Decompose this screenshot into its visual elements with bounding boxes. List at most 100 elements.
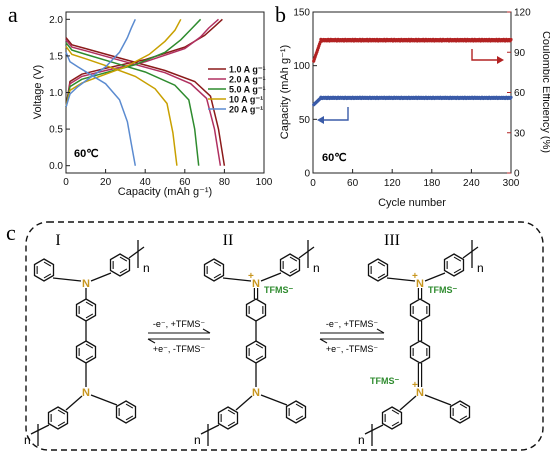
left-y-tick-label: 50 [299, 115, 311, 126]
x-tick-label: 20 [100, 177, 112, 188]
x-tick-label: 80 [219, 177, 231, 188]
benzene-ring [109, 253, 131, 277]
benzene-ring [279, 253, 301, 277]
double-bond [289, 256, 298, 262]
double-bond [119, 256, 128, 262]
panel-b-left-y-axis-label: Capacity (mAh g⁻¹) [279, 45, 291, 139]
nitrogen-atom: N [252, 387, 260, 399]
nitrogen-atom: N [82, 387, 90, 399]
benzene-ring [449, 400, 471, 424]
double-bond [295, 403, 304, 409]
nitrogen-atom: N [416, 278, 424, 290]
nitrogen-atom: N [252, 278, 260, 290]
double-bond [85, 301, 94, 307]
single-bond [90, 272, 112, 282]
reverse-step-label: +e⁻, -TFMS⁻ [326, 344, 379, 354]
panel-c-label: c [6, 220, 16, 245]
chain-bond [364, 424, 384, 435]
x-tick-label: 180 [423, 178, 440, 189]
series-3-discharge-curve [65, 45, 178, 166]
double-bond [255, 343, 264, 349]
right-y-tick-label: 0 [514, 169, 520, 180]
benzene-ring [33, 258, 55, 282]
double-bond [289, 268, 298, 274]
right-y-tick-label: 90 [514, 48, 526, 59]
equilibrium-arrow-1: -e⁻, +TFMS⁻ +e⁻, -TFMS⁻ [147, 319, 211, 354]
double-bond [453, 256, 462, 262]
double-bond [213, 261, 222, 267]
double-bond [459, 415, 468, 421]
repeat-n: n [143, 261, 150, 275]
series-1-discharge-curve [65, 39, 222, 166]
forward-arrowhead [376, 328, 385, 334]
legend-entry: 5.0 A g⁻¹ [229, 85, 266, 95]
series-0-discharge-curve [65, 37, 226, 166]
series-3-charge-curve [65, 18, 182, 108]
panel-b-points [312, 37, 513, 107]
single-bond [386, 277, 416, 282]
x-tick-label: 240 [463, 178, 480, 189]
double-bond [377, 261, 386, 267]
double-bond [453, 268, 462, 274]
ce-axis-arrow [471, 49, 504, 64]
single-bond [65, 395, 83, 411]
double-bond [213, 273, 222, 279]
reverse-arrowhead [147, 338, 156, 344]
structure-numeral: I [55, 232, 60, 249]
left-y-tick-label: 150 [293, 8, 310, 19]
panel-a-temperature-label: 60℃ [74, 148, 99, 160]
single-bond [52, 277, 82, 282]
benzene-ring [381, 406, 403, 430]
panel-a-x-axis-label: Capacity (mAh g⁻¹) [118, 186, 212, 198]
series-0-charge-curve [65, 18, 223, 108]
reverse-step-label: +e⁻, -TFMS⁻ [153, 344, 206, 354]
legend-entry: 2.0 A g⁻¹ [229, 75, 266, 85]
reverse-arrowhead [319, 338, 328, 344]
panel-a-legend: 1.0 A g⁻¹2.0 A g⁻¹5.0 A g⁻¹10 A g⁻¹20 A … [208, 65, 266, 115]
double-bond [227, 421, 236, 427]
panel-a-y-axis-label: Voltage (V) [32, 65, 44, 119]
benzene-ring [443, 253, 465, 277]
positive-charge: + [412, 271, 418, 282]
series-1-charge-curve [65, 18, 219, 108]
panel-a-label: a [8, 2, 18, 27]
right-y-tick-label: 60 [514, 88, 526, 99]
repeat-n: n [313, 261, 320, 275]
x-tick-label: 0 [63, 177, 69, 188]
panel-b-label: b [275, 2, 286, 27]
y-tick-label: 1.5 [49, 51, 63, 62]
x-tick-label: 100 [256, 177, 273, 188]
x-tick-label: 40 [140, 177, 152, 188]
chain-bond [298, 246, 315, 259]
x-tick-label: 300 [503, 178, 520, 189]
single-bond [260, 272, 282, 282]
panel-a-curves [65, 18, 226, 166]
repeat-n: n [24, 433, 31, 447]
benzene-ring [47, 406, 69, 430]
panel-b-temperature-label: 60℃ [322, 152, 347, 164]
single-bond [424, 394, 452, 406]
double-bond [125, 403, 134, 409]
panel-a-ticks: 0 20 40 60 80 100 0.0 0.5 1.0 1.5 2.0 [49, 15, 273, 188]
structure-numeral: III [384, 232, 400, 249]
positive-charge: + [412, 380, 418, 391]
y-tick-label: 0.0 [49, 161, 63, 172]
structure-I: In N Nn [24, 232, 150, 447]
single-bond [260, 394, 288, 406]
double-bond [43, 273, 52, 279]
benzene-ring [367, 258, 389, 282]
chain-bond [30, 424, 50, 435]
double-bond [85, 355, 94, 361]
panel-b-right-y-axis-label: Coulombic Efficiency (%) [540, 31, 550, 153]
chain-bond [462, 246, 479, 259]
double-bond [119, 268, 128, 274]
legend-entry: 1.0 A g⁻¹ [229, 65, 266, 75]
left-y-tick-label: 100 [293, 61, 310, 72]
panel-b-x-axis-label: Cycle number [378, 197, 446, 209]
single-bond [424, 272, 446, 282]
single-bond [90, 394, 118, 406]
forward-step-label: -e⁻, +TFMS⁻ [153, 319, 206, 329]
